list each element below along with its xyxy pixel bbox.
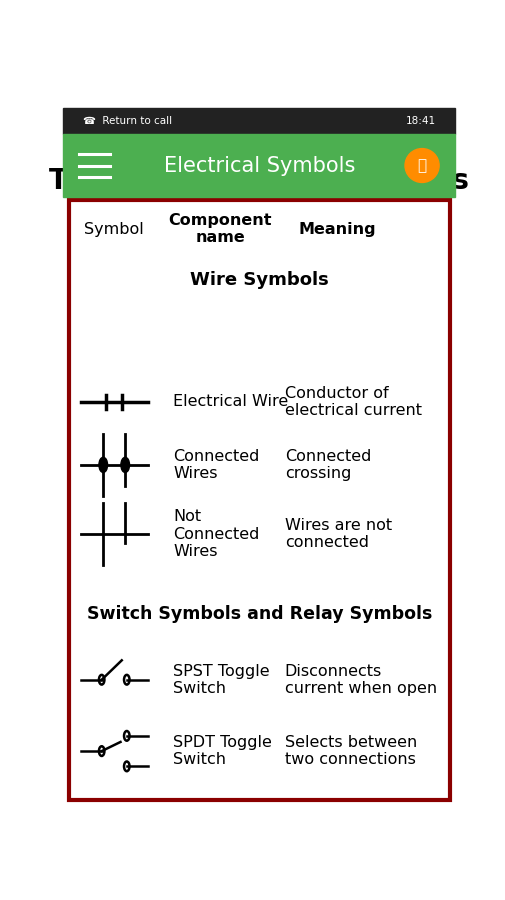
Text: Component
name: Component name: [168, 213, 271, 246]
Text: Table of Electrical Symbols: Table of Electrical Symbols: [49, 166, 469, 194]
Text: Disconnects
current when open: Disconnects current when open: [284, 663, 436, 696]
Text: Meaning: Meaning: [298, 221, 376, 237]
Text: Electrical Symbols: Electrical Symbols: [163, 156, 355, 176]
Text: ⯈: ⯈: [417, 158, 426, 173]
Ellipse shape: [404, 148, 438, 183]
Text: Electrical Wire: Electrical Wire: [173, 394, 288, 410]
Text: Switch Symbols and Relay Symbols: Switch Symbols and Relay Symbols: [86, 605, 431, 623]
Text: Wires are not
connected: Wires are not connected: [284, 518, 391, 551]
Text: Wire Symbols: Wire Symbols: [189, 271, 328, 289]
Text: Selects between
two connections: Selects between two connections: [284, 735, 416, 768]
Text: SPST Toggle
Switch: SPST Toggle Switch: [173, 663, 269, 696]
Text: SPDT Toggle
Switch: SPDT Toggle Switch: [173, 735, 271, 768]
FancyBboxPatch shape: [63, 108, 454, 134]
FancyBboxPatch shape: [69, 200, 448, 799]
Text: Symbol: Symbol: [84, 221, 144, 237]
Text: 18:41: 18:41: [405, 116, 435, 126]
Text: ☎  Return to call: ☎ Return to call: [83, 116, 172, 126]
Text: Not
Connected
Wires: Not Connected Wires: [173, 509, 259, 559]
Text: Connected
crossing: Connected crossing: [284, 449, 371, 482]
Text: Connected
Wires: Connected Wires: [173, 449, 259, 482]
Text: Conductor of
electrical current: Conductor of electrical current: [284, 385, 421, 418]
FancyBboxPatch shape: [63, 134, 454, 197]
Circle shape: [99, 457, 108, 472]
Circle shape: [121, 457, 129, 472]
